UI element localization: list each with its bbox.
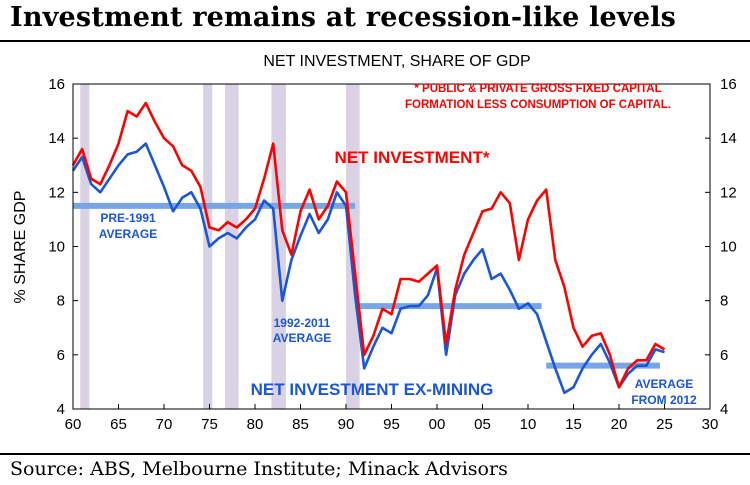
y-tick-label-right: 16: [720, 76, 737, 93]
headline: Investment remains at recession-like lev…: [10, 2, 677, 33]
series-line: [71, 101, 666, 389]
average-label: FROM 2012: [631, 393, 697, 407]
x-tick-label: 75: [201, 416, 218, 433]
plot-frame: [72, 83, 711, 410]
average-bars: [73, 202, 660, 369]
annotations: * PUBLIC & PRIVATE GROSS FIXED CAPITAL FO…: [99, 83, 697, 407]
x-tick-label: 10: [520, 416, 537, 433]
y-tick-label-right: 12: [720, 184, 737, 201]
footnote-line: FORMATION LESS CONSUMPTION OF CAPITAL.: [405, 99, 671, 111]
y-tick-label-left: 4: [57, 401, 65, 418]
y-axis-title: % SHARE GDP: [12, 191, 29, 304]
y-tick-label-left: 6: [57, 347, 65, 364]
net-investment-chart: NET INVESTMENT, SHARE OF GDP 60 65 70 75 80 8…: [12, 53, 737, 433]
y-tick-label-left: 14: [48, 130, 65, 147]
footnote-line: * PUBLIC & PRIVATE GROSS FIXED CAPITAL: [414, 83, 661, 95]
x-tick-label: 80: [247, 416, 264, 433]
y-tick-label-right: 8: [720, 293, 728, 310]
y-tick-label-right: 10: [720, 239, 737, 256]
x-tick-label: 85: [292, 416, 309, 433]
recession-band: [80, 84, 90, 409]
recession-band: [203, 84, 213, 409]
y-tick-label-left: 12: [48, 184, 65, 201]
recession-band: [224, 84, 239, 409]
x-tick-label: 90: [338, 416, 355, 433]
x-tick-label: 65: [110, 416, 127, 433]
bottom-rule: [0, 453, 750, 455]
x-tick-label: 25: [656, 416, 673, 433]
x-tick-label: 60: [65, 416, 82, 433]
y-tick-label-right: 14: [720, 130, 737, 147]
top-rule: [0, 40, 750, 42]
x-tick-label: 30: [702, 416, 719, 433]
blue-series-label: NET INVESTMENT EX-MINING: [251, 380, 494, 399]
average-label: AVERAGE: [635, 377, 693, 391]
red-series-label: NET INVESTMENT*: [335, 148, 490, 167]
x-tick-label: 00: [429, 416, 446, 433]
recession-band: [271, 84, 286, 409]
y-tick-label-left: 8: [57, 293, 65, 310]
x-tick-label: 20: [611, 416, 628, 433]
y-tick-label-left: 16: [48, 76, 65, 93]
y-tick-label-right: 6: [720, 347, 728, 364]
average-label: PRE-1991: [100, 211, 156, 225]
chart-title: NET INVESTMENT, SHARE OF GDP: [263, 53, 530, 70]
y-tick-label-right: 4: [720, 401, 728, 418]
x-tick-label: 70: [156, 416, 173, 433]
x-tick-label: 95: [383, 416, 400, 433]
series-lines: [71, 101, 666, 395]
y-tick-label-left: 10: [48, 239, 65, 256]
average-label: 1992-2011: [274, 316, 331, 330]
series-line: [71, 142, 665, 395]
average-label: AVERAGE: [273, 331, 331, 345]
average-label: AVERAGE: [99, 227, 157, 241]
x-tick-label: 15: [565, 416, 582, 433]
x-tick-label: 05: [474, 416, 491, 433]
source-note: Source: ABS, Melbourne Institute; Minack…: [10, 458, 508, 480]
axes: 60 65 70 75 80 85 90 95 00 05 10 15 20 25 304 46 68 810 10…: [48, 76, 736, 433]
